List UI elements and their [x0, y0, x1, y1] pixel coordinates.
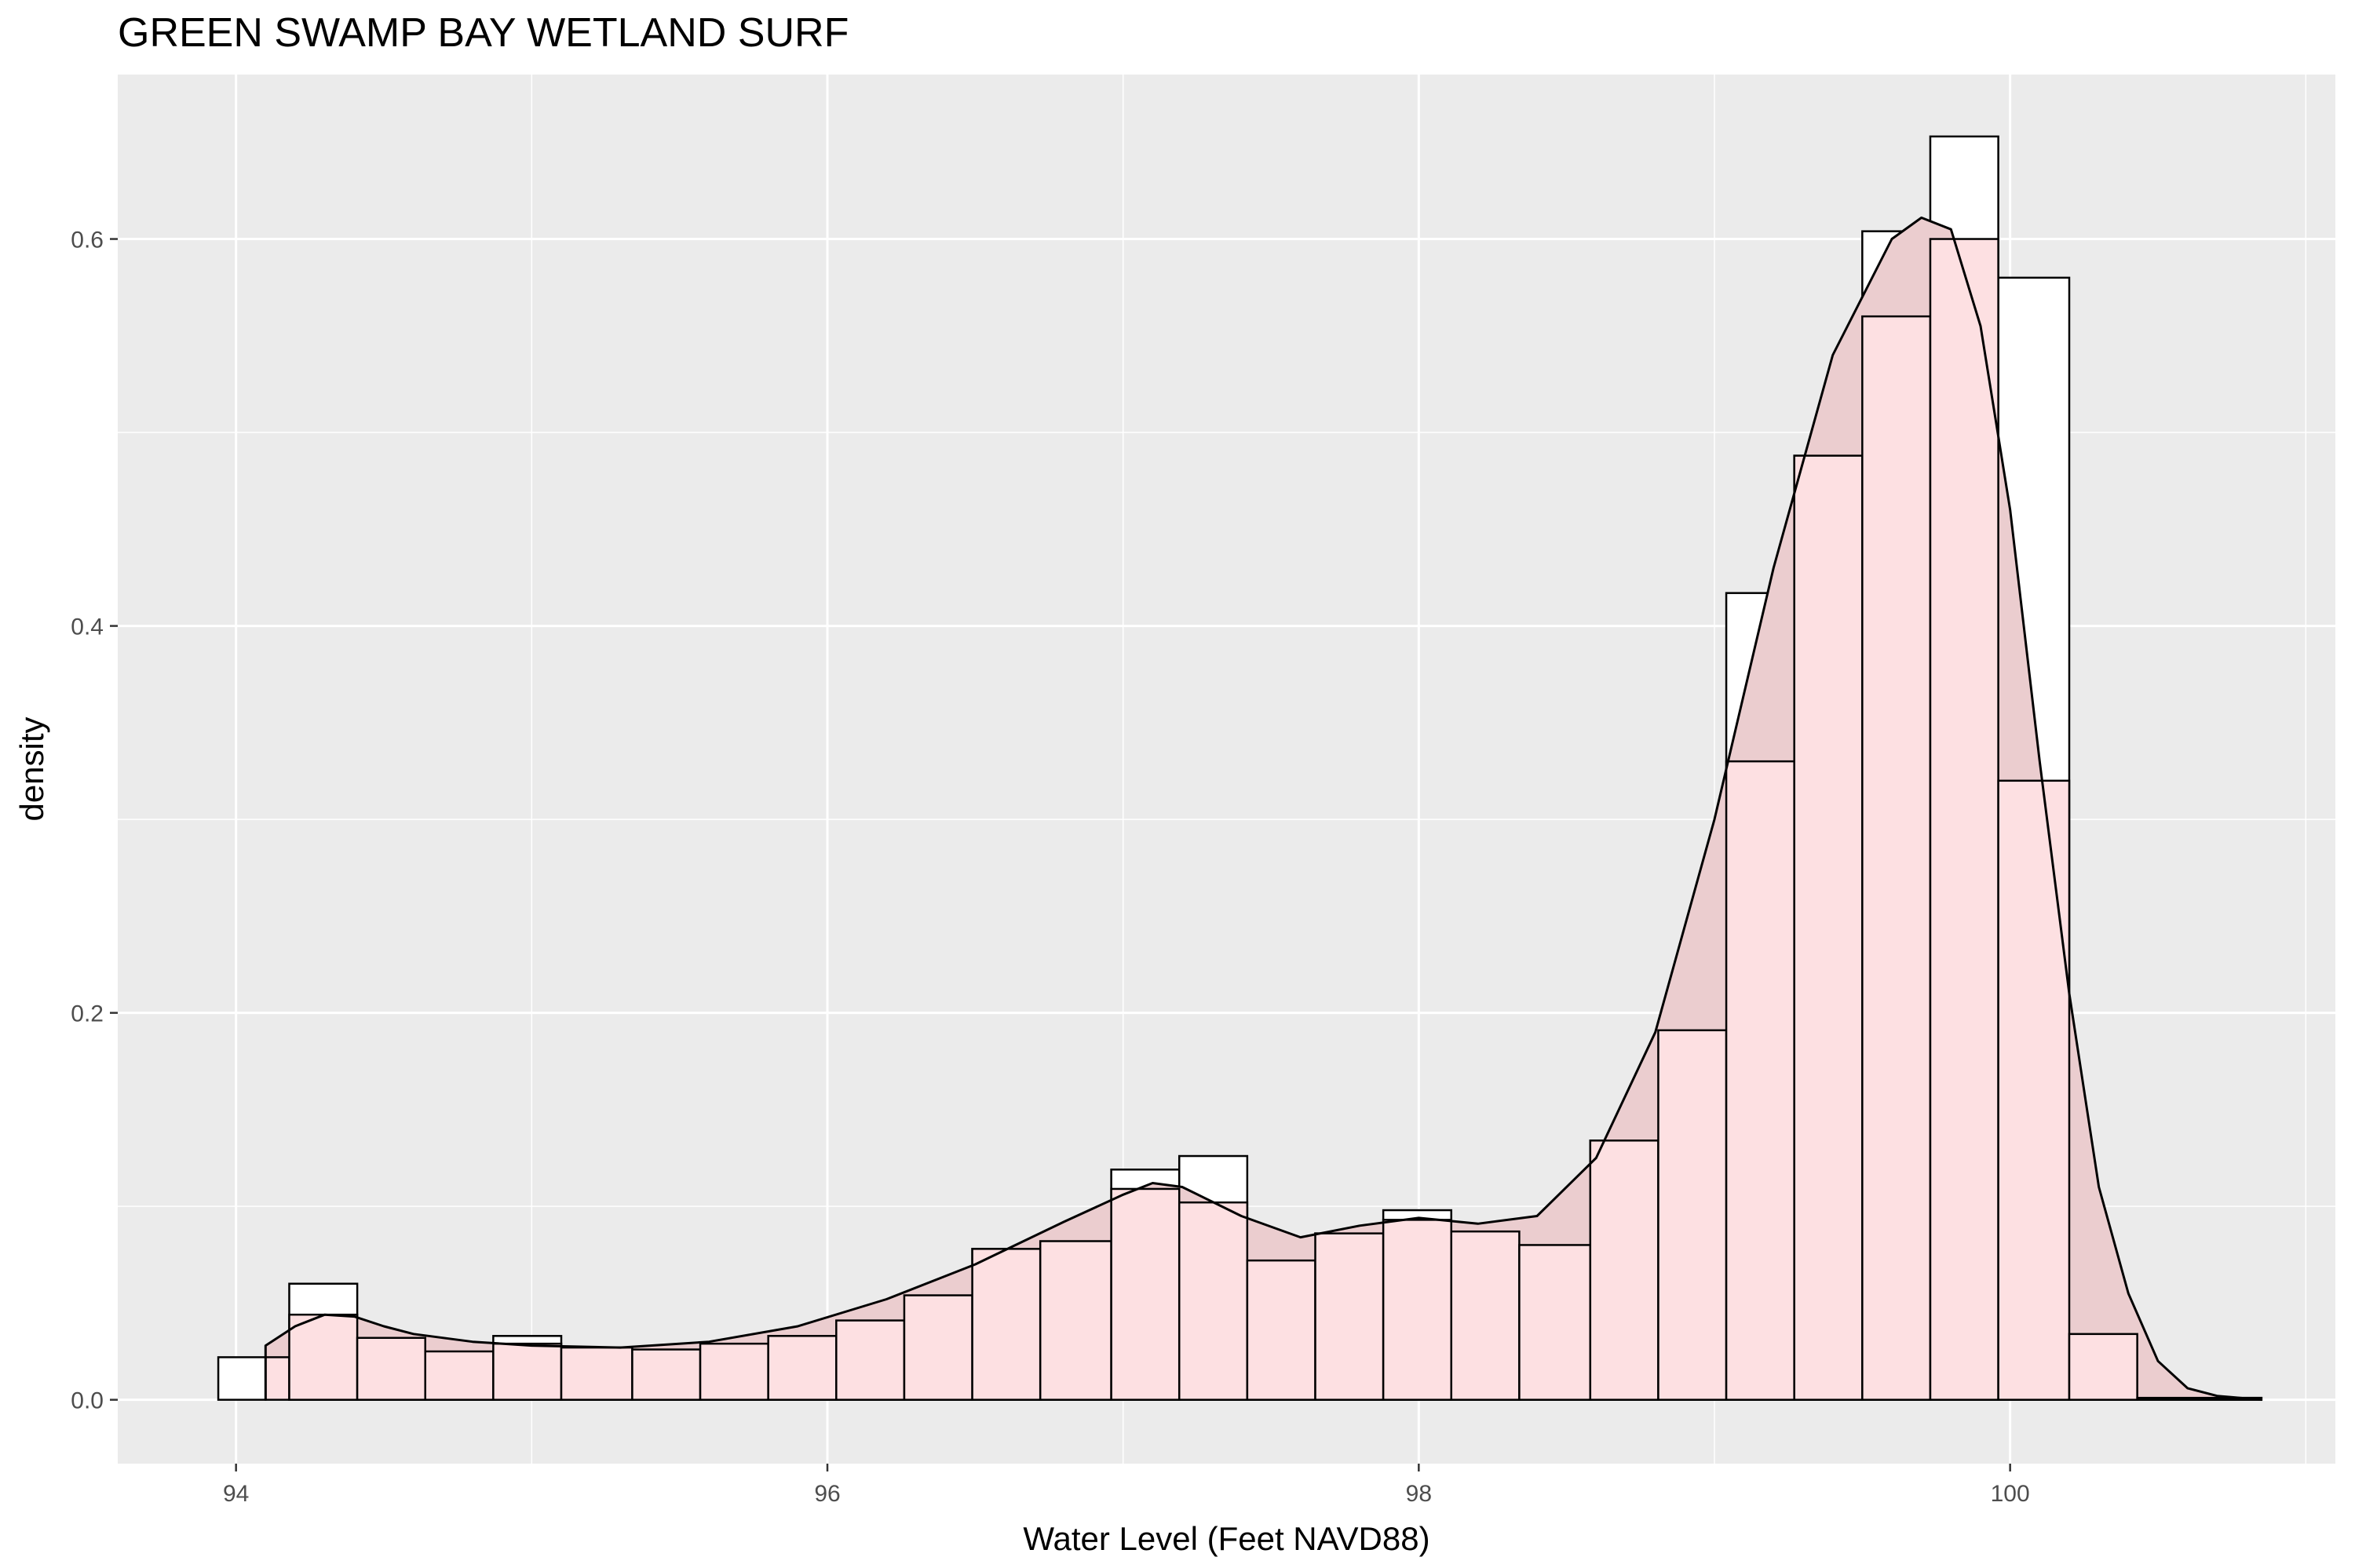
histogram-filled-bar — [1382, 1219, 1453, 1401]
histogram-filled-bar — [835, 1319, 906, 1401]
histogram-filled-bar — [1725, 760, 1795, 1401]
chart-title: GREEN SWAMP BAY WETLAND SURF — [118, 10, 849, 56]
histogram-filled-bar — [424, 1350, 495, 1401]
histogram-filled-bar — [1997, 779, 2071, 1401]
histogram-filled-bar — [699, 1342, 769, 1401]
density-curve — [264, 216, 2262, 1402]
x-tick-label: 94 — [223, 1481, 249, 1507]
histogram-filled-bar — [1861, 315, 1932, 1401]
histogram-filled-bar — [1450, 1230, 1521, 1401]
x-tick-label: 100 — [1991, 1481, 2030, 1507]
x-axis-title: Water Level (Feet NAVD88) — [1023, 1520, 1429, 1557]
histogram-filled-bar — [1929, 238, 1999, 1401]
histogram-filled-bar — [1178, 1201, 1249, 1401]
histogram-filled-bar — [356, 1336, 426, 1401]
histogram-filled-bar — [265, 1356, 290, 1401]
histogram-bar — [217, 1356, 267, 1401]
histogram-filled-bar — [1246, 1259, 1316, 1401]
histogram-filled-bar — [631, 1348, 702, 1401]
x-axis-ticks: 94 96 98 100 — [223, 1464, 2030, 1507]
x-tick-label: 98 — [1406, 1481, 1432, 1507]
histogram-filled-bar — [767, 1335, 838, 1401]
histogram-filled-bar — [903, 1294, 973, 1401]
histogram-filled-bar — [492, 1342, 563, 1401]
histogram-filled-bar — [1657, 1029, 1728, 1401]
y-tick-label: 0.6 — [71, 228, 104, 253]
histogram-filled-bar — [1039, 1240, 1112, 1401]
y-tick-label: 0.0 — [71, 1388, 104, 1414]
histogram-filled-bar — [1314, 1232, 1385, 1401]
histogram-filled-bar — [288, 1313, 359, 1401]
y-tick-label: 0.2 — [71, 1001, 104, 1027]
histogram-filled-bar — [560, 1346, 633, 1401]
y-axis-ticks: 0.0 0.2 0.4 0.6 — [71, 228, 118, 1414]
histogram-filled-bar — [1589, 1140, 1659, 1401]
histogram-filled-bar — [1110, 1187, 1181, 1401]
histogram-filled-bar — [1518, 1244, 1592, 1401]
x-tick-label: 96 — [814, 1481, 840, 1507]
histogram-filled-bars — [265, 238, 2263, 1401]
y-axis-title: density — [13, 717, 50, 821]
y-tick-label: 0.4 — [71, 614, 104, 640]
histogram-filled-bar — [2068, 1333, 2138, 1401]
histogram-filled-bar — [971, 1248, 1042, 1401]
histogram-filled-bar — [1793, 454, 1864, 1401]
